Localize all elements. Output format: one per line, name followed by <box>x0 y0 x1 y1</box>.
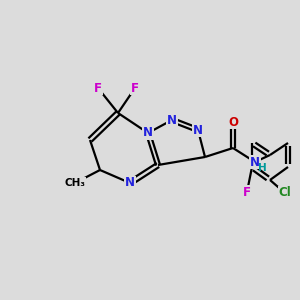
Text: H: H <box>258 163 266 173</box>
Text: N: N <box>250 155 260 169</box>
Text: O: O <box>228 116 238 128</box>
Text: Cl: Cl <box>279 187 291 200</box>
Text: CH₃: CH₃ <box>64 178 86 188</box>
Text: N: N <box>143 127 153 140</box>
Text: F: F <box>94 82 102 94</box>
Text: F: F <box>243 185 251 199</box>
Text: N: N <box>125 176 135 190</box>
Text: N: N <box>167 113 177 127</box>
Text: F: F <box>131 82 139 94</box>
Text: N: N <box>193 124 203 136</box>
